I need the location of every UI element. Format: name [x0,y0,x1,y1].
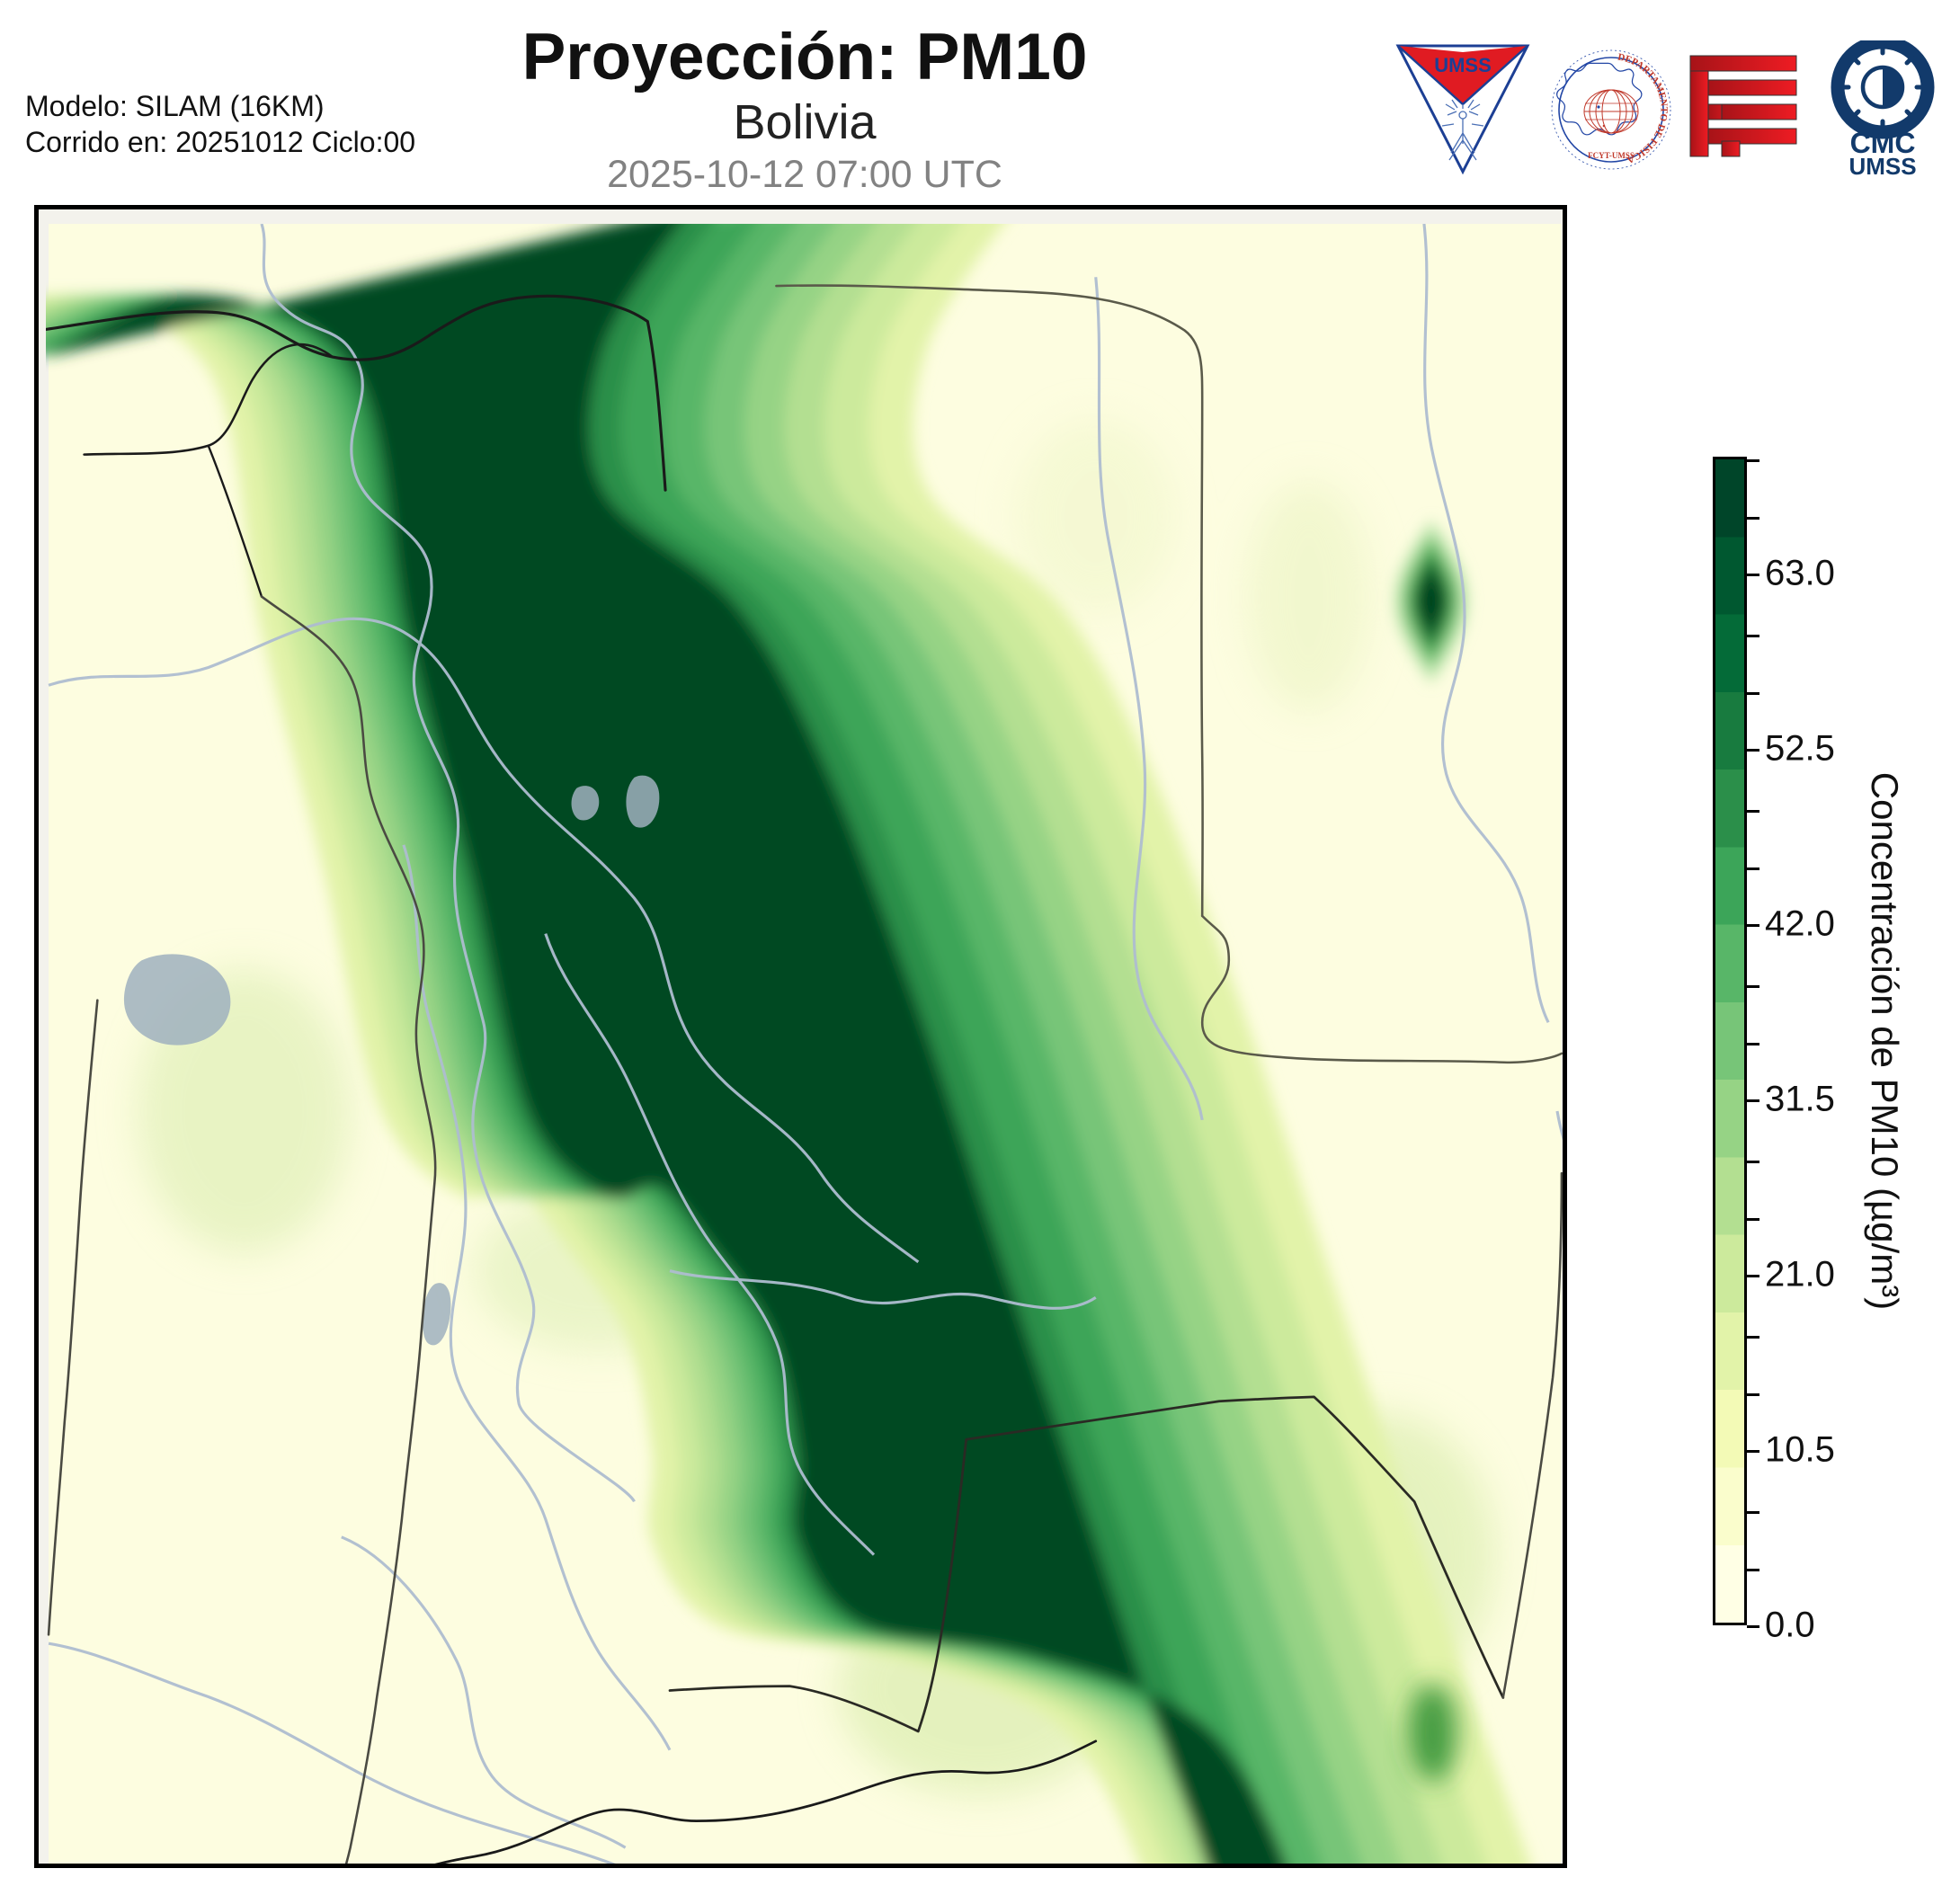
svg-text:DEPARTAMENTO DE FISICA: DEPARTAMENTO DE FISICA [1617,52,1669,165]
svg-text:UMSS: UMSS [1434,54,1492,76]
svg-text:FCYT-UMSS: FCYT-UMSS [1588,151,1635,160]
svg-text:UMSS: UMSS [1848,153,1916,175]
